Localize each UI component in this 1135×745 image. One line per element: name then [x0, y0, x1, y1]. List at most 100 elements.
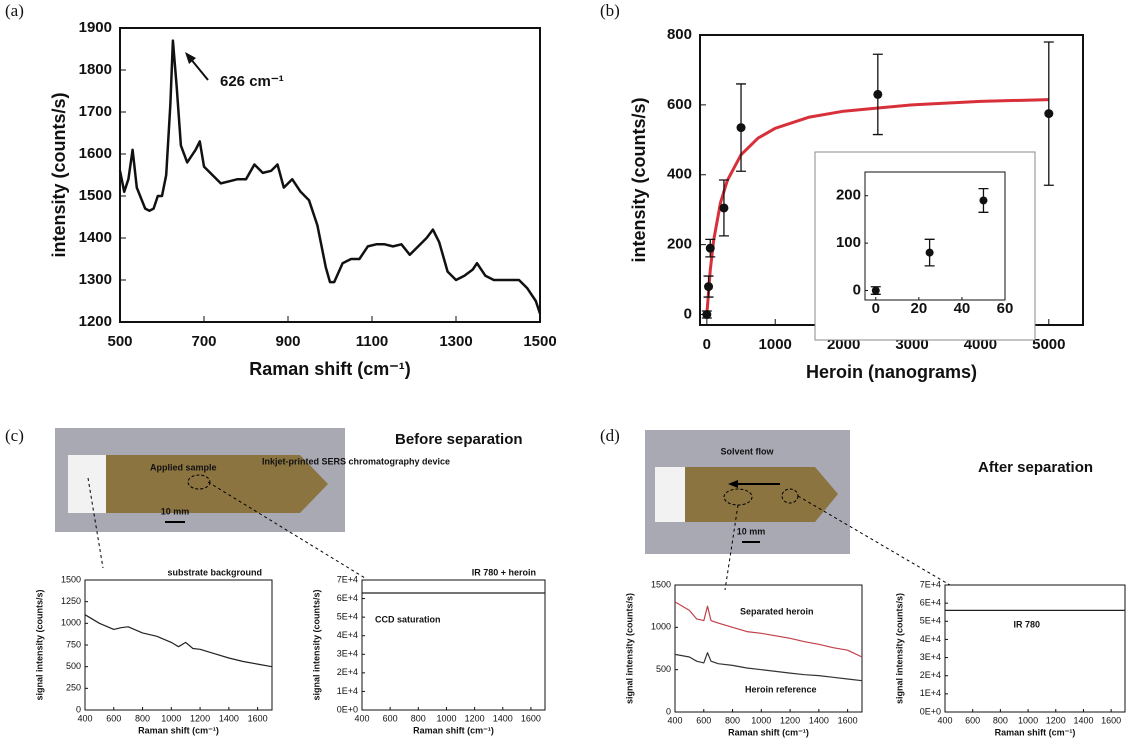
y-tick-label: 750 — [66, 639, 81, 649]
x-tick-label: 1300 — [439, 333, 472, 350]
y-tick-label: 5E+4 — [920, 616, 941, 626]
y-tick-label: 6E+4 — [920, 598, 941, 608]
x-tick-label: 400 — [77, 713, 92, 723]
x-tick-label: 1400 — [1073, 715, 1093, 725]
plot-frame — [944, 584, 1126, 713]
y-axis-label: signal intensity (counts/s) — [34, 589, 44, 700]
x-tick-label: 1000 — [436, 713, 456, 723]
y-tick-label: 0E+0 — [920, 706, 941, 716]
x-tick-label: 1400 — [809, 715, 829, 725]
y-tick-label: 1800 — [79, 61, 112, 78]
x-tick-label: 1000 — [1018, 715, 1038, 725]
y-axis-label: signal intensity (counts/s) — [311, 589, 321, 700]
data-point — [704, 282, 714, 292]
y-tick-label: 3E+4 — [920, 652, 941, 662]
x-axis-label: Raman shift (cm⁻¹) — [728, 727, 809, 737]
x-tick-label: 20 — [911, 300, 928, 317]
chart-title: IR 780 — [1013, 619, 1040, 629]
data-point — [736, 123, 746, 133]
y-tick-label: 1500 — [651, 579, 671, 589]
y-tick-label: 800 — [667, 26, 692, 43]
data-point — [719, 203, 729, 213]
y-tick-label: 1200 — [79, 313, 112, 330]
strip — [685, 467, 838, 522]
y-tick-label: 1700 — [79, 103, 112, 120]
sample-mark — [187, 474, 211, 490]
x-tick-label: 800 — [993, 715, 1008, 725]
photo-label: Inkjet-printed SERS chromatography devic… — [262, 456, 450, 466]
x-tick-label: 1400 — [219, 713, 239, 723]
y-axis-label: intensity (counts/s) — [629, 97, 649, 262]
y-tick-label: 5E+4 — [337, 612, 358, 622]
x-tick-label: 400 — [667, 715, 682, 725]
y-tick-label: 0E+0 — [337, 704, 358, 714]
x-tick-label: 1000 — [751, 715, 771, 725]
y-tick-label: 4E+4 — [337, 630, 358, 640]
y-tick-label: 1250 — [61, 596, 81, 606]
y-axis-label: signal intensity (counts/s) — [624, 593, 634, 704]
y-tick-label: 6E+4 — [337, 593, 358, 603]
series-label: Separated heroin — [740, 606, 814, 616]
data-point — [871, 286, 880, 295]
y-tick-label: 0 — [666, 706, 671, 716]
x-tick-label: 900 — [275, 333, 300, 350]
x-tick-label: 1200 — [190, 713, 210, 723]
photo-d: Solvent flow 10 mm After separation — [645, 430, 1093, 591]
panel-label: (a) — [5, 1, 24, 20]
x-tick-label: 1600 — [248, 713, 268, 723]
y-tick-label: 1500 — [79, 187, 112, 204]
x-tick-label: 1200 — [465, 713, 485, 723]
plot-frame — [674, 584, 863, 713]
annotation: 626 cm⁻¹ — [220, 73, 284, 90]
x-tick-label: 600 — [965, 715, 980, 725]
connector — [207, 481, 366, 579]
x-tick-label: 1100 — [356, 333, 389, 350]
photo-heading: Before separation — [395, 431, 523, 448]
data-point — [1044, 109, 1054, 119]
y-tick-label: 200 — [667, 236, 692, 253]
plot-frame — [864, 171, 1006, 301]
panel-label: (c) — [5, 426, 24, 445]
scale-label: 10 mm — [161, 506, 190, 516]
x-tick-label: 1400 — [493, 713, 513, 723]
x-tick-label: 1200 — [780, 715, 800, 725]
y-tick-label: 0 — [684, 305, 692, 322]
x-tick-label: 0 — [872, 300, 880, 317]
x-tick-label: 1600 — [838, 715, 858, 725]
x-tick-label: 700 — [191, 333, 216, 350]
x-tick-label: 1000 — [759, 336, 792, 353]
y-tick-label: 100 — [836, 234, 861, 251]
x-tick-label: 1500 — [523, 333, 556, 350]
x-tick-label: 400 — [937, 715, 952, 725]
scale-label: 10 mm — [737, 526, 766, 536]
y-tick-label: 1E+4 — [920, 688, 941, 698]
y-tick-label: 500 — [656, 664, 671, 674]
y-tick-label: 2E+4 — [337, 667, 358, 677]
data-line — [118, 39, 542, 314]
flow-arrowhead — [728, 480, 738, 488]
x-axis-label: Raman shift (cm⁻¹) — [995, 727, 1076, 737]
data-line — [84, 614, 273, 668]
series-line — [674, 601, 863, 658]
y-tick-label: 1400 — [79, 229, 112, 246]
y-tick-label: 1300 — [79, 271, 112, 288]
photo-c: Applied sample Inkjet-printed SERS chrom… — [55, 428, 523, 579]
strip-end — [68, 455, 106, 513]
plot-frame — [84, 579, 273, 711]
y-tick-label: 2E+4 — [920, 670, 941, 680]
y-tick-label: 1500 — [61, 574, 81, 584]
annotation-arrowhead — [185, 52, 196, 64]
y-tick-label: 1900 — [79, 19, 112, 36]
x-tick-label: 5000 — [1032, 336, 1065, 353]
annotation-arrow — [189, 57, 209, 81]
y-tick-label: 1000 — [61, 618, 81, 628]
inset-background — [814, 151, 1036, 341]
annotation: CCD saturation — [375, 614, 441, 624]
y-tick-label: 0 — [853, 281, 861, 298]
panel-label: (d) — [600, 426, 620, 445]
y-tick-label: 7E+4 — [337, 574, 358, 584]
x-axis-label: Raman shift (cm⁻¹) — [413, 725, 494, 735]
photo-label: Solvent flow — [720, 446, 774, 456]
y-tick-label: 7E+4 — [920, 579, 941, 589]
